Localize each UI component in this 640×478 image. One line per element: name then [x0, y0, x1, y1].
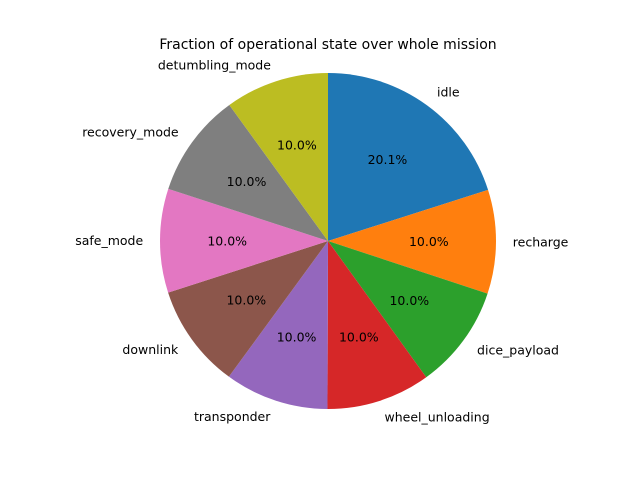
slice-label-idle: idle: [437, 84, 460, 99]
slice-percent-safe-mode: 10.0%: [207, 233, 247, 248]
pie-slice-detumbling-mode: [229, 73, 328, 241]
pie-slice-transponder: [228, 241, 328, 409]
slice-label-downlink: downlink: [122, 342, 179, 357]
slice-percent-detumbling-mode: 10.0%: [277, 138, 317, 153]
slice-percent-recharge: 10.0%: [409, 234, 449, 249]
pie-slice-dice-payload: [328, 241, 488, 378]
slice-label-dice-payload: dice_payload: [477, 343, 559, 358]
slice-label-recovery-mode: recovery_mode: [82, 125, 179, 140]
slice-percent-recovery-mode: 10.0%: [227, 174, 267, 189]
pie-slice-safe-mode: [159, 188, 328, 293]
pie-slice-wheel-unloading: [327, 241, 427, 409]
pie-slice-recharge: [328, 189, 496, 294]
pie-slice-recovery-mode: [168, 105, 328, 241]
pie-slice-downlink: [168, 241, 328, 377]
slice-label-wheel-unloading: wheel_unloading: [384, 409, 489, 424]
pie-slices: [159, 73, 496, 409]
slice-label-recharge: recharge: [513, 234, 569, 249]
slice-percent-idle: 20.1%: [368, 152, 408, 167]
pie-slice-idle: [328, 73, 489, 241]
slice-percent-transponder: 10.0%: [277, 329, 317, 344]
chart-title: Fraction of operational state over whole…: [159, 37, 496, 53]
slice-label-detumbling-mode: detumbling_mode: [158, 58, 271, 73]
pie-labels: idle recharge dice_payload wheel_unloading t…: [75, 58, 568, 425]
slice-percent-downlink: 10.0%: [226, 293, 266, 308]
slice-label-safe-mode: safe_mode: [75, 233, 143, 248]
slice-percent-dice-payload: 10.0%: [389, 293, 429, 308]
slice-percent-wheel-unloading: 10.0%: [339, 329, 379, 344]
slice-label-transponder: transponder: [194, 409, 271, 424]
pie-percent-labels: 20.1% 10.0% 10.0% 10.0% 10.0% 10.0% 10.0% 10.0%…: [207, 138, 448, 345]
